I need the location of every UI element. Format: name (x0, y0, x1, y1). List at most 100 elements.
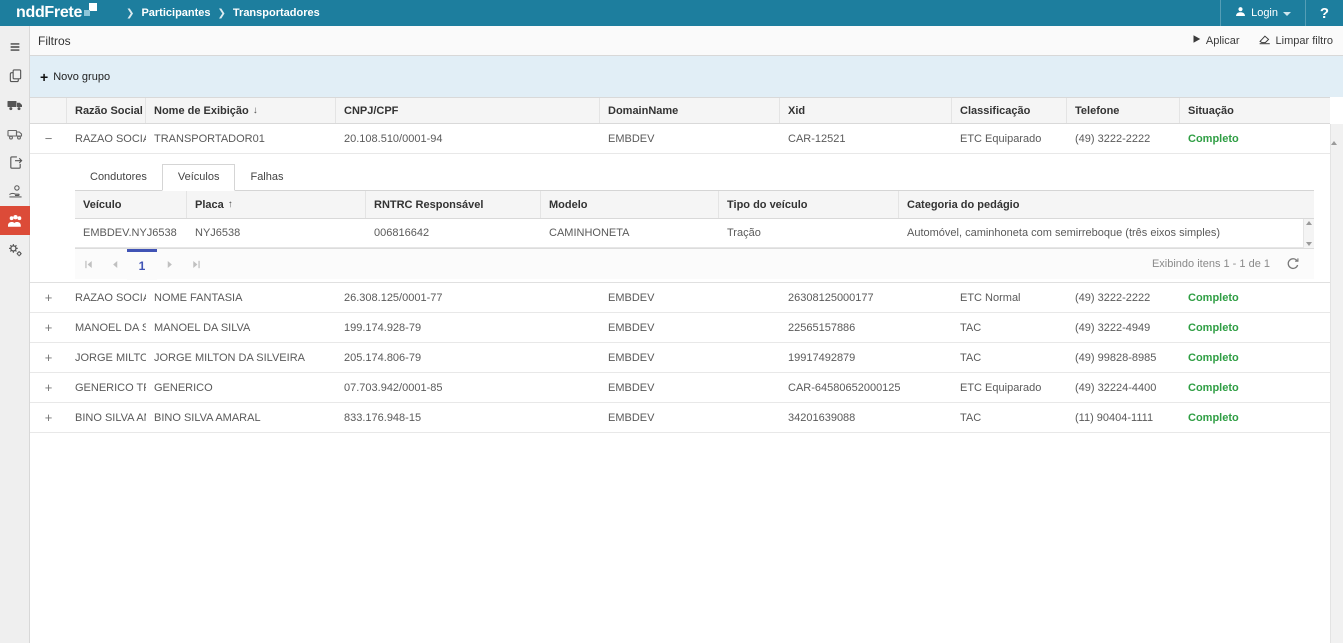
prev-page-button[interactable] (101, 249, 127, 280)
cell-domainname: EMBDEV (608, 381, 655, 394)
column-header-situacao[interactable]: Situação (1188, 104, 1234, 117)
tab-falhas[interactable]: Falhas (250, 171, 284, 183)
collapse-row-button[interactable]: − (44, 130, 53, 146)
sidebar-item-settings[interactable] (0, 235, 30, 264)
vehicles-pager: 1 Exibindo itens 1 - 1 de 1 (75, 248, 1314, 280)
first-page-button[interactable] (75, 249, 101, 280)
status-badge: Completo (1188, 351, 1239, 364)
cell-razao-social: RAZAO SOCIAL (75, 291, 146, 304)
breadcrumb-participantes[interactable]: Participantes (141, 7, 211, 19)
vehicles-table-header: Veículo Placa ↑ RNTRC Responsável Modelo… (75, 190, 1314, 219)
row-detail-panel: Condutores Veículos Falhas Veículo Placa… (30, 154, 1330, 283)
breadcrumb: ❯ Participantes ❯ Transportadores (119, 7, 320, 19)
cell-placa: NYJ6538 (195, 227, 241, 239)
cell-cnpj-cpf: 199.174.928-79 (344, 321, 422, 334)
help-button[interactable]: ? (1305, 0, 1343, 26)
cell-razao-social: BINO SILVA AMA... (75, 411, 146, 424)
cell-nome-exibicao: TRANSPORTADOR01 (154, 132, 265, 145)
column-header-rntrc[interactable]: RNTRC Responsável (366, 191, 541, 218)
cell-classificacao: TAC (960, 321, 982, 334)
cell-classificacao: ETC Equiparado (960, 132, 1042, 145)
table-row[interactable]: + JORGE MILTON ... JORGE MILTON DA SILVE… (30, 343, 1330, 373)
vehicle-row[interactable]: EMBDEV.NYJ6538 NYJ6538 006816642 CAMINHO… (75, 219, 1314, 248)
breadcrumb-transportadores[interactable]: Transportadores (232, 7, 320, 19)
status-badge: Completo (1188, 381, 1239, 394)
sidebar-item-documents[interactable] (0, 61, 30, 90)
sidebar-item-participants[interactable] (0, 206, 30, 235)
expand-row-button[interactable]: + (44, 349, 53, 365)
tab-veiculos[interactable]: Veículos (161, 164, 236, 191)
sidebar-item-menu[interactable] (0, 32, 30, 61)
hand-coin-icon (8, 184, 23, 199)
detail-tabstrip: Condutores Veículos Falhas (75, 163, 1330, 191)
next-page-button[interactable] (157, 249, 183, 280)
sidebar-item-delivery[interactable] (0, 119, 30, 148)
carriers-table-scrollbar[interactable] (1330, 124, 1343, 643)
column-header-nome-exibicao[interactable]: Nome de Exibição ↓ (146, 98, 336, 123)
app-logo[interactable]: nddFrete (16, 1, 98, 25)
status-badge: Completo (1188, 411, 1239, 424)
cell-domainname: EMBDEV (608, 132, 655, 145)
header-expand-column (30, 98, 67, 123)
new-group-button[interactable]: + Novo grupo (40, 70, 110, 84)
table-row[interactable]: − RAZAO SOCIAL S... TRANSPORTADOR01 20.1… (30, 124, 1330, 154)
table-row[interactable]: + MANOEL DA SILVA MANOEL DA SILVA 199.17… (30, 313, 1330, 343)
truck-outline-icon (7, 127, 23, 141)
last-page-button[interactable] (183, 249, 209, 280)
eraser-icon (1258, 33, 1271, 48)
column-header-placa[interactable]: Placa ↑ (187, 191, 366, 218)
table-row[interactable]: + RAZAO SOCIAL NOME FANTASIA 26.308.125/… (30, 283, 1330, 313)
tab-condutores[interactable]: Condutores (90, 171, 147, 183)
logo-squares-icon (84, 3, 98, 16)
cell-veiculo: EMBDEV.NYJ6538 (83, 227, 177, 239)
vehicles-table-scrollbar[interactable] (1303, 219, 1314, 248)
cell-cnpj-cpf: 833.176.948-15 (344, 411, 422, 424)
vehicles-table: Veículo Placa ↑ RNTRC Responsável Modelo… (75, 190, 1314, 248)
scroll-up-icon (1331, 124, 1337, 145)
sidebar-item-export[interactable] (0, 148, 30, 177)
cell-classificacao: ETC Normal (960, 291, 1021, 304)
table-row[interactable]: + BINO SILVA AMA... BINO SILVA AMARAL 83… (30, 403, 1330, 433)
cell-cnpj-cpf: 20.108.510/0001-94 (344, 132, 443, 145)
expand-row-button[interactable]: + (44, 409, 53, 425)
table-row[interactable]: + GENERICO TRAN... GENERICO 07.703.942/0… (30, 373, 1330, 403)
column-header-categoria-pedagio[interactable]: Categoria do pedágio (907, 198, 1020, 211)
column-header-tipo-veiculo[interactable]: Tipo do veículo (719, 191, 899, 218)
cell-xid: CAR-64580652000125 (788, 381, 901, 394)
filters-bar: Filtros Aplicar Limpar filtro (30, 26, 1343, 56)
refresh-button[interactable] (1286, 257, 1300, 271)
expand-row-button[interactable]: + (44, 289, 53, 305)
copy-pages-icon (8, 68, 23, 83)
sort-desc-icon: ↓ (252, 105, 258, 116)
apply-filter-button[interactable]: Aplicar (1192, 34, 1240, 47)
cell-razao-social: MANOEL DA SILVA (75, 321, 146, 334)
column-header-xid[interactable]: Xid (780, 98, 952, 123)
expand-row-button[interactable]: + (44, 379, 53, 395)
sidebar-item-truck[interactable] (0, 90, 30, 119)
cell-xid: 22565157886 (788, 321, 856, 334)
column-header-razao-social[interactable]: Razão Social (67, 98, 146, 123)
expand-row-button[interactable]: + (44, 319, 53, 335)
cell-domainname: EMBDEV (608, 321, 655, 334)
column-header-veiculo[interactable]: Veículo (75, 191, 187, 218)
scroll-down-icon (1306, 242, 1312, 246)
chevron-right-icon: ❯ (126, 7, 135, 19)
column-header-cnpj-cpf[interactable]: CNPJ/CPF (336, 98, 600, 123)
user-icon (1235, 6, 1246, 20)
cell-xid: 34201639088 (788, 411, 856, 424)
clear-filter-button[interactable]: Limpar filtro (1258, 33, 1333, 48)
login-label: Login (1251, 7, 1278, 19)
column-header-modelo[interactable]: Modelo (541, 191, 719, 218)
chevron-right-icon: ❯ (217, 7, 226, 19)
page-1-button[interactable]: 1 (127, 248, 157, 280)
login-button[interactable]: Login (1220, 0, 1305, 26)
cell-modelo: CAMINHONETA (549, 227, 630, 239)
cell-cnpj-cpf: 26.308.125/0001-77 (344, 291, 443, 304)
column-header-telefone[interactable]: Telefone (1067, 98, 1180, 123)
sidebar-item-payments[interactable] (0, 177, 30, 206)
cell-domainname: EMBDEV (608, 411, 655, 424)
column-header-domainname[interactable]: DomainName (600, 98, 780, 123)
sidebar (0, 26, 30, 643)
column-header-classificacao[interactable]: Classificação (952, 98, 1067, 123)
status-badge: Completo (1188, 291, 1239, 304)
